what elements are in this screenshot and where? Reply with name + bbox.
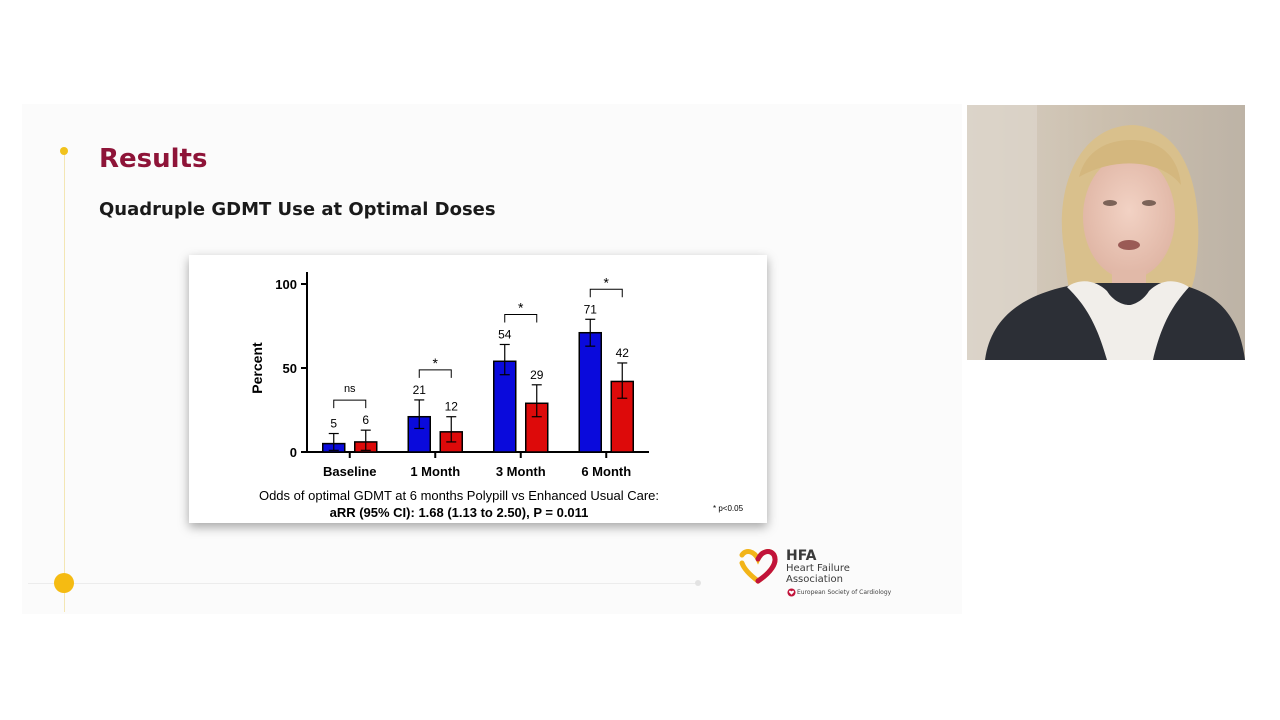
y-axis-label: Percent (249, 342, 265, 394)
data-label: 42 (616, 346, 630, 360)
bar (578, 331, 602, 453)
timeline-dot-large (54, 573, 74, 593)
presenter-video-image (967, 105, 1245, 360)
significance-bracket (504, 313, 538, 323)
data-label: 71 (584, 302, 598, 316)
timeline-vertical-line (64, 152, 65, 612)
hfa-heart-icon (739, 549, 778, 585)
y-tick-label: 100 (275, 277, 297, 292)
x-tick-label: 1 Month (410, 464, 460, 479)
y-tick-label: 50 (283, 361, 297, 376)
hfa-name-line1: Heart Failure (786, 563, 850, 574)
y-tick-label: 0 (290, 445, 297, 460)
x-tick-label: 3 Month (496, 464, 546, 479)
chart-caption-bold: aRR (95% CI): 1.68 (1.13 to 2.50), P = 0… (330, 505, 589, 520)
data-label: 12 (445, 400, 459, 414)
webcam-video-feed (967, 105, 1245, 360)
significance-label: * (433, 355, 439, 371)
chart-footnote: * p<0.05 (713, 504, 744, 513)
timeline-dot-end (695, 580, 701, 586)
hfa-abbreviation: HFA (786, 548, 817, 564)
x-tick-label: Baseline (323, 464, 376, 479)
x-tick-label: 6 Month (581, 464, 631, 479)
chart-caption: Odds of optimal GDMT at 6 months Polypil… (259, 488, 659, 503)
slide-title: Results (99, 144, 208, 174)
timeline-horizontal-line (28, 583, 700, 584)
esc-heart-icon (787, 588, 796, 597)
significance-label: * (518, 299, 524, 315)
data-label: 21 (413, 383, 427, 397)
significance-bracket (333, 399, 367, 409)
slide-subtitle: Quadruple GDMT Use at Optimal Doses (99, 199, 496, 220)
hfa-logo: HFA Heart Failure Association European S… (736, 547, 896, 603)
data-label: 29 (530, 368, 544, 382)
data-label: 6 (362, 413, 369, 427)
hfa-name-line2: Association (786, 574, 843, 585)
timeline-dot-small (60, 147, 68, 155)
data-label: 5 (330, 417, 337, 431)
significance-label: ns (344, 383, 356, 395)
chart-card: 0 50 100 Percent Baseline 5 6 ns 1 Month 21 12 * 3 M… (189, 255, 767, 523)
data-label: 54 (498, 327, 512, 341)
significance-bracket (418, 369, 452, 378)
bar-chart: 0 50 100 Percent Baseline 5 6 ns 1 Month 21 12 * 3 M… (249, 272, 744, 520)
esc-society-name: European Society of Cardiology (797, 589, 892, 596)
significance-bracket (589, 288, 623, 298)
significance-label: * (604, 274, 610, 290)
